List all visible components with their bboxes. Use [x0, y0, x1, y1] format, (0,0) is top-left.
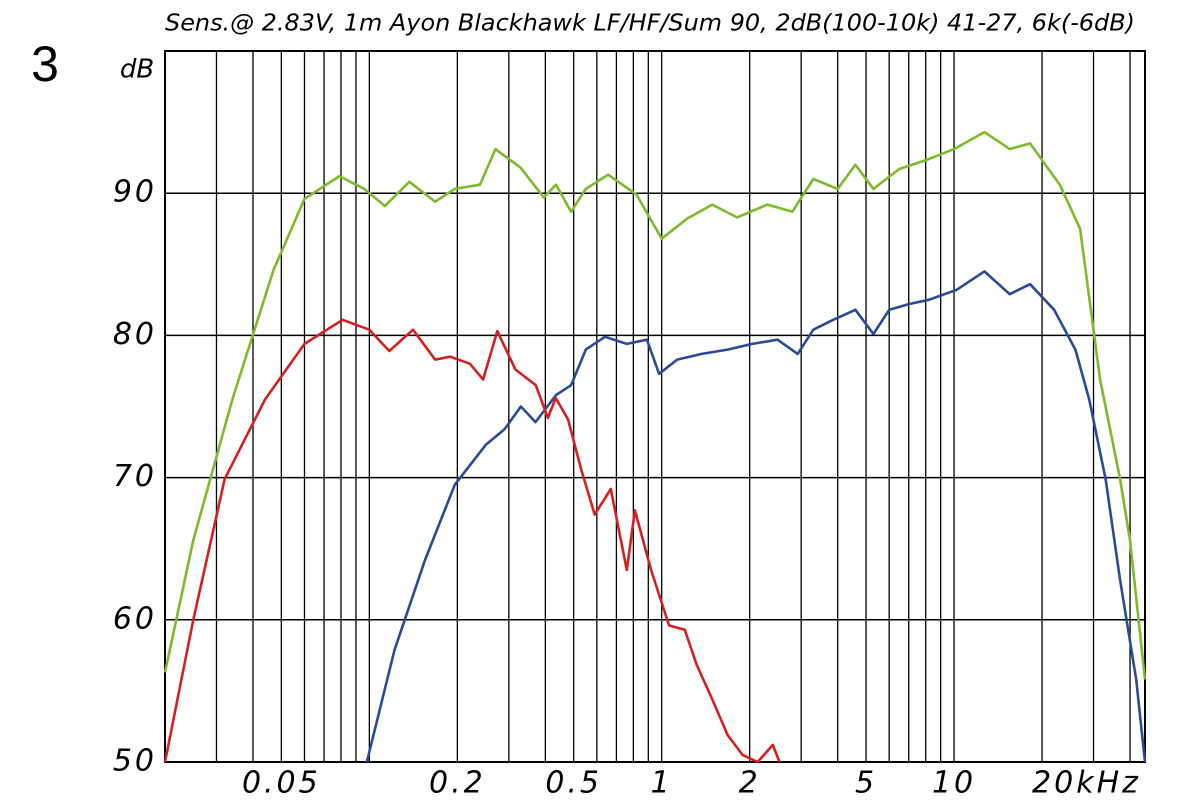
x-tick-label: 2	[739, 766, 761, 800]
y-tick-label: 50	[113, 744, 157, 779]
x-tick-label: 0.5	[545, 766, 602, 800]
chart-title: Sens.@ 2.83V, 1m Ayon Blackhawk LF/HF/Su…	[165, 11, 1135, 37]
y-tick-label: 70	[113, 459, 157, 494]
figure-number: 3	[31, 36, 59, 92]
y-tick-label: 90	[113, 175, 157, 210]
series-line	[163, 318, 781, 764]
y-tick-label: 80	[113, 317, 157, 352]
y-tick-label: 60	[113, 601, 157, 636]
x-tick-label: 5	[855, 766, 877, 800]
series-line	[365, 270, 1147, 763]
x-tick-label: 20kHz	[1032, 766, 1141, 800]
x-tick-label: 0.2	[429, 766, 486, 800]
plot-border	[164, 50, 1146, 763]
series-line	[163, 130, 1147, 680]
x-tick-label: 0.05	[242, 766, 321, 800]
y-axis-label: dB	[120, 55, 154, 85]
x-tick-label: 1	[651, 766, 673, 800]
x-tick-label: 10	[932, 766, 976, 800]
